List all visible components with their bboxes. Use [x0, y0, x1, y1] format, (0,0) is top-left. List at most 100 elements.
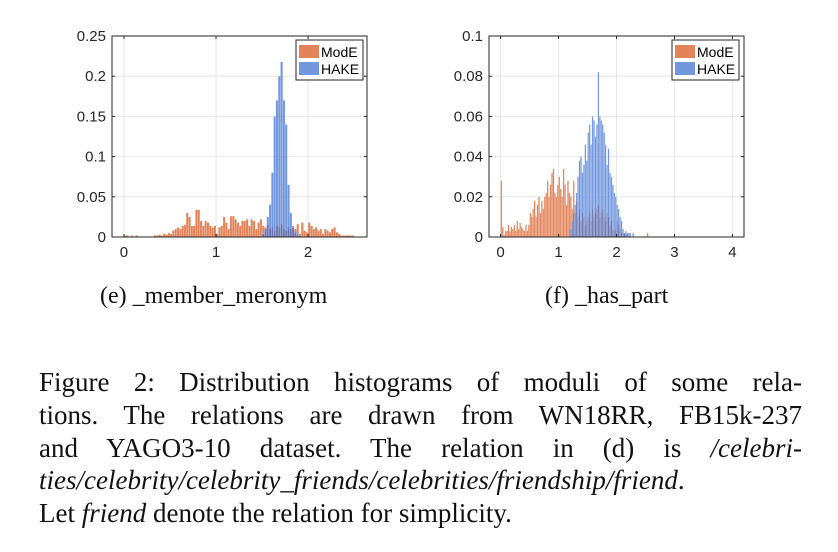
y-tick-label: 0.15	[77, 108, 106, 125]
bar-mode	[179, 228, 182, 238]
bar-mode	[559, 188, 562, 238]
subcaption-e: (e) _member_meronym	[100, 283, 328, 309]
caption-line-5: Let friend denote the relation for simpl…	[39, 497, 802, 529]
bar-mode	[514, 230, 517, 238]
bar-mode	[241, 220, 244, 238]
bar-mode	[257, 222, 260, 238]
bar-hake	[588, 124, 591, 238]
bar-hake	[287, 184, 290, 238]
caption-line-2: tions. The relations are drawn from WN18…	[39, 399, 802, 431]
bar-mode	[218, 227, 221, 238]
bar-mode	[507, 224, 510, 238]
bar-mode	[310, 225, 313, 238]
axes-box	[111, 35, 368, 238]
bar-mode	[222, 216, 226, 238]
caption-italic: /celebri-	[710, 433, 803, 463]
bar-mode	[513, 224, 516, 238]
bar-mode	[245, 219, 249, 238]
bar-hake	[620, 220, 623, 238]
bar-mode	[543, 196, 546, 238]
bar-mode	[526, 230, 529, 238]
y-tick-label: 0.25	[77, 28, 106, 45]
bar-mode	[567, 180, 569, 238]
bar-mode	[312, 228, 316, 238]
y-tick-label: 0	[98, 229, 106, 246]
bar-mode	[545, 192, 548, 238]
bar-mode	[530, 216, 533, 238]
bar-hake	[626, 232, 629, 238]
x-tick-label: 2	[612, 244, 620, 261]
x-tick-label: 3	[670, 244, 678, 261]
bar-hake	[607, 148, 610, 238]
caption-text: Let	[39, 498, 75, 528]
x-tick-label: 2	[304, 244, 312, 261]
bar-mode	[533, 200, 536, 238]
bar-mode	[199, 220, 203, 238]
bar-hake	[596, 124, 598, 238]
bar-mode	[234, 219, 237, 238]
bar-hake	[623, 232, 626, 238]
bar-mode	[176, 227, 180, 238]
bar-hake	[578, 160, 581, 238]
bar-hake	[284, 124, 288, 238]
x-tick-label: 0	[496, 244, 504, 261]
bar-mode	[564, 184, 566, 238]
bar-mode	[319, 228, 323, 238]
bar-mode	[183, 224, 187, 238]
x-tick-label: 1	[212, 244, 220, 261]
bar-hake	[271, 172, 274, 238]
bar-hake	[632, 232, 635, 238]
bar-mode	[553, 192, 556, 238]
bar-hake	[609, 172, 611, 238]
y-tick-label: 0.02	[454, 189, 483, 206]
legend-label-hake: HAKE	[697, 61, 735, 77]
bar-hake	[569, 228, 572, 238]
y-tick-label: 0.08	[454, 68, 483, 85]
bar-mode	[646, 232, 649, 238]
bar-mode	[556, 184, 559, 238]
bar-mode	[538, 196, 540, 238]
bar-hake	[268, 204, 272, 238]
bar-mode	[511, 228, 514, 238]
bar-mode	[206, 222, 210, 238]
bar-hake	[282, 100, 286, 238]
legend-label-hake: HAKE	[321, 61, 359, 77]
bar-hake	[603, 132, 606, 238]
x-tick-label: 4	[728, 244, 736, 261]
caption-line-3: and YAGO3-10 dataset. The relation in (d…	[39, 432, 802, 464]
x-tick-label: 0	[120, 244, 128, 261]
bar-mode	[195, 209, 198, 238]
bar-mode	[333, 227, 336, 238]
bar-hake	[624, 230, 627, 238]
bar-mode	[540, 200, 543, 238]
bar-hake	[622, 228, 624, 238]
bar-mode	[529, 212, 532, 238]
bar-hake	[587, 132, 590, 238]
subcaption-f: (f) _has_part	[545, 283, 669, 309]
bar-mode	[555, 196, 558, 238]
bar-mode	[552, 168, 555, 238]
bar-mode	[546, 180, 549, 238]
bar-mode	[202, 225, 205, 238]
bar-mode	[326, 230, 329, 238]
bar-mode	[335, 231, 339, 238]
bar-mode	[551, 172, 553, 238]
bar-hake	[616, 204, 619, 238]
bar-mode	[227, 228, 231, 238]
bar-mode	[510, 226, 513, 238]
bar-mode	[211, 227, 214, 238]
bar-hake	[606, 164, 609, 238]
bar-mode	[558, 176, 561, 238]
bar-hake	[264, 228, 267, 238]
bar-mode	[565, 204, 568, 238]
bar-mode	[208, 225, 212, 238]
caption-italic: ties/celebrity/celebrity_friends/celebri…	[39, 465, 678, 495]
bar-hake	[266, 216, 270, 238]
bar-mode	[542, 208, 545, 238]
bar-hake	[591, 116, 594, 238]
bar-hake	[289, 212, 293, 238]
bar-mode	[167, 232, 171, 238]
